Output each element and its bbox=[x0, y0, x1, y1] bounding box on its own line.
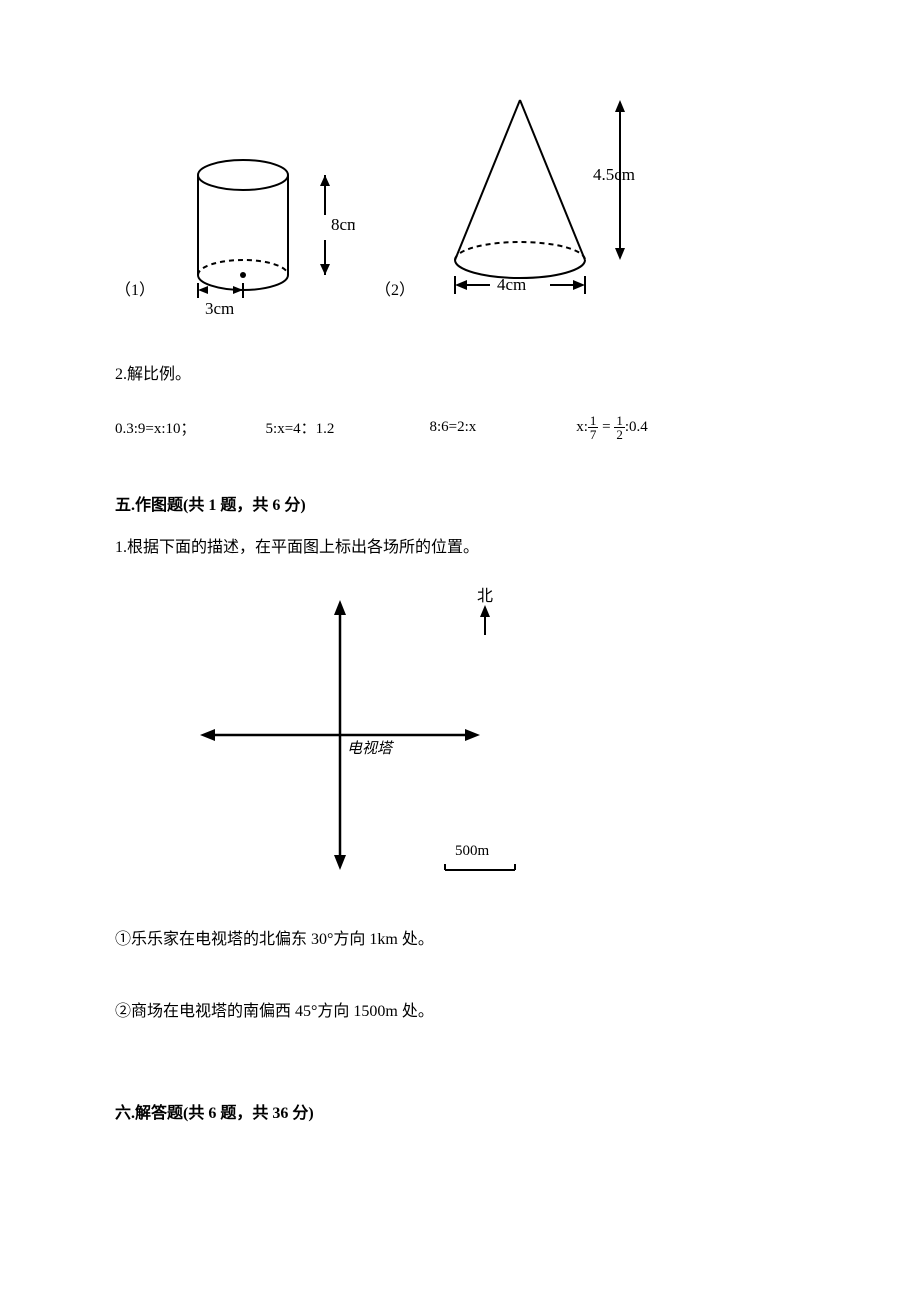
compass-scale-label: 500m bbox=[455, 843, 490, 859]
section-5-item-1: ①乐乐家在电视塔的北偏东 30°方向 1km 处。 bbox=[115, 925, 805, 949]
equation-4: x:17 = 12:0.4 bbox=[576, 414, 648, 441]
section-6-title: 六.解答题(共 6 题，共 36 分) bbox=[115, 1099, 805, 1123]
section-5-item-2: ②商场在电视塔的南偏西 45°方向 1500m 处。 bbox=[115, 997, 805, 1021]
q2-label: 2.解比例。 bbox=[115, 360, 805, 384]
section-5-q1: 1.根据下面的描述，在平面图上标出各场所的位置。 bbox=[115, 533, 805, 557]
figure-2-label: （2） bbox=[375, 276, 415, 320]
cylinder-figure: 8cm 3cm bbox=[175, 120, 355, 320]
equation-2: 5:x=4：1.2 bbox=[266, 417, 335, 438]
figure-1-label: （1） bbox=[115, 276, 155, 320]
cylinder-height-label: 8cm bbox=[331, 215, 355, 234]
section-5-title: 五.作图题(共 1 题，共 6 分) bbox=[115, 491, 805, 515]
equation-1: 0.3:9=x:10； bbox=[115, 417, 196, 438]
equations-row: 0.3:9=x:10； 5:x=4：1.2 8:6=2:x x:17 = 12:… bbox=[115, 414, 805, 441]
page: （1） bbox=[0, 0, 920, 1302]
cone-figure: 4.5cm 4cm bbox=[435, 90, 655, 320]
compass-figure: 电视塔 北 500m bbox=[145, 575, 595, 905]
compass-origin-label: 电视塔 bbox=[347, 740, 395, 757]
figures-row: （1） bbox=[115, 90, 805, 320]
cone-height-label: 4.5cm bbox=[593, 165, 635, 184]
cylinder-radius-label: 3cm bbox=[205, 299, 234, 318]
equation-3: 8:6=2:x bbox=[429, 419, 476, 436]
compass-north-label: 北 bbox=[477, 587, 493, 605]
cone-diameter-label: 4cm bbox=[497, 275, 526, 294]
